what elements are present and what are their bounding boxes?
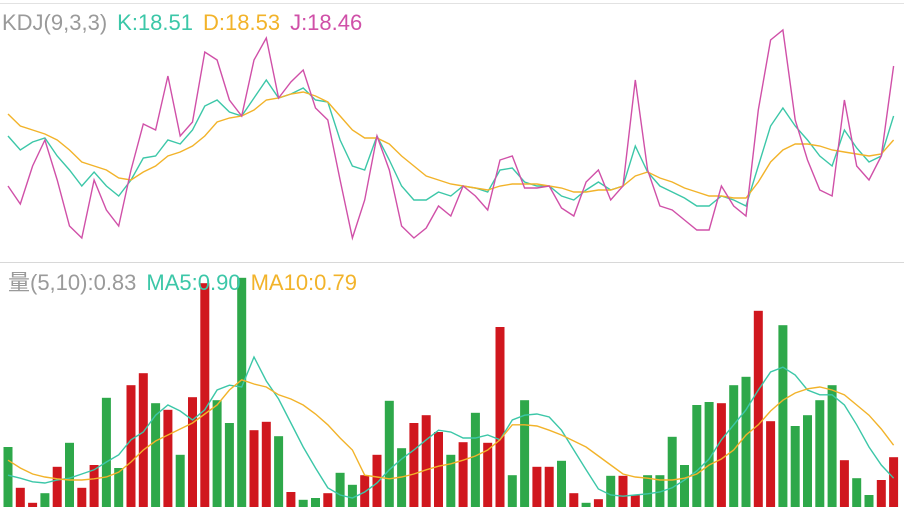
volume-bar — [15, 487, 25, 507]
volume-bar — [520, 400, 530, 507]
volume-bar — [557, 460, 566, 507]
volume-bar — [483, 442, 493, 507]
volume-bar — [114, 468, 124, 507]
volume-bar — [52, 466, 62, 507]
volume-bar — [470, 412, 480, 507]
volume-bar — [298, 499, 308, 507]
volume-bar — [409, 423, 419, 507]
volume-bar — [544, 466, 554, 507]
volume-bar — [421, 415, 431, 507]
volume-bar — [249, 430, 259, 507]
volume-bar — [138, 373, 148, 507]
volume-bar — [716, 403, 726, 507]
volume-bar — [200, 283, 210, 507]
volume-bar — [151, 403, 161, 507]
volume-bar — [790, 426, 800, 507]
legend-title: KDJ(9,3,3) — [2, 10, 107, 35]
volume-bar — [803, 415, 812, 507]
volume-bar — [581, 502, 591, 507]
series-line — [7, 379, 895, 481]
legend-entry: D:18.53 — [203, 10, 280, 35]
volume-bar — [163, 409, 173, 507]
volume-bar — [347, 484, 357, 507]
volume-bar — [360, 475, 370, 507]
volume-bar — [852, 478, 862, 507]
volume-bar — [175, 454, 185, 507]
volume-bar — [606, 475, 616, 507]
volume-bar — [77, 487, 87, 507]
volume-bar — [458, 442, 468, 507]
volume-bar — [667, 436, 677, 507]
volume-bar — [3, 447, 13, 507]
volume-bar — [495, 327, 505, 507]
volume-bar — [864, 495, 874, 507]
volume-bar — [446, 454, 456, 507]
volume-bar — [40, 493, 50, 507]
volume-bar — [704, 402, 714, 507]
volume-bar — [188, 397, 197, 507]
volume-bar — [323, 493, 333, 507]
volume-bar — [507, 475, 517, 507]
series-line — [7, 355, 895, 499]
volume-bar — [815, 400, 825, 507]
volume-bar — [729, 385, 739, 507]
volume-bar — [593, 499, 603, 507]
volume-bar — [741, 376, 751, 507]
volume-bar — [212, 400, 222, 507]
volume-bar — [643, 475, 653, 507]
volume-bar — [839, 460, 849, 507]
volume-bar — [372, 454, 382, 507]
series-line — [7, 28, 895, 241]
volume-bar — [286, 492, 296, 507]
volume-bar — [618, 475, 628, 507]
volume-bar — [65, 442, 74, 507]
volume-bar — [274, 436, 284, 507]
volume-bar — [766, 421, 776, 507]
legend-title: 量(5,10):0.83 — [8, 270, 136, 295]
volume-bar — [655, 475, 665, 507]
volume-bar — [692, 405, 702, 507]
series-line — [7, 78, 895, 207]
volume-bar — [827, 385, 837, 507]
volume-bar — [876, 480, 886, 507]
volume-bar — [89, 465, 99, 507]
volume-bar — [569, 493, 579, 507]
legend-entry: MA5:0.90 — [146, 270, 240, 295]
legend-entry: K:18.51 — [117, 10, 193, 35]
volume-bar — [778, 325, 788, 507]
series-line — [7, 91, 895, 199]
legend-entry: J:18.46 — [290, 10, 362, 35]
volume-bar — [889, 457, 899, 507]
volume-bar — [28, 502, 38, 507]
volume-bar — [680, 465, 689, 507]
volume-bar — [335, 472, 345, 507]
volume-bar — [434, 432, 443, 507]
volume-bar — [237, 277, 247, 507]
volume-bar — [532, 466, 542, 507]
volume-bar — [630, 495, 640, 507]
volume-bar — [384, 400, 394, 507]
volume-bar — [261, 421, 271, 507]
volume-bar — [224, 423, 234, 507]
volume-bar — [126, 385, 136, 507]
legend-entry: MA10:0.79 — [251, 270, 357, 295]
volume-bar — [753, 310, 763, 507]
volume-bar — [311, 498, 320, 507]
volume-bar — [101, 397, 111, 507]
